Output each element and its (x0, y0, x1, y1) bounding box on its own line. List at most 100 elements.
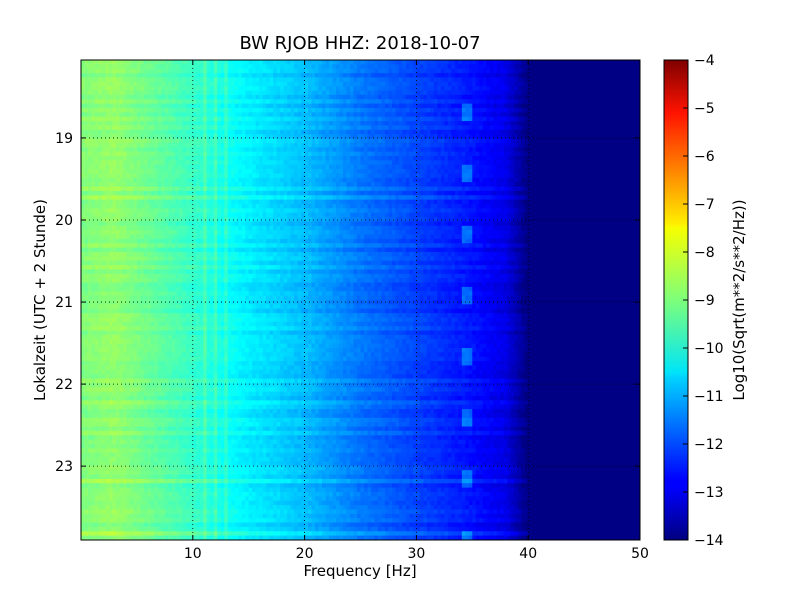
heatmap-cell (503, 147, 508, 153)
heatmap-cell (346, 134, 351, 140)
heatmap-cell (262, 186, 267, 192)
heatmap-cell (318, 147, 323, 153)
heatmap-cell (266, 60, 271, 65)
heatmap-cell (612, 164, 617, 170)
heatmap-cell (584, 68, 589, 74)
heatmap-cell (238, 173, 243, 179)
heatmap-cell (577, 68, 582, 74)
heatmap-cell (615, 90, 620, 96)
heatmap-cell (171, 169, 176, 175)
heatmap-cell (552, 112, 557, 118)
heatmap-cell (412, 116, 417, 122)
heatmap-cell (545, 116, 550, 122)
heatmap-cell (346, 156, 351, 161)
heatmap-cell (178, 151, 183, 157)
heatmap-cell (259, 173, 264, 179)
heatmap-cell (542, 108, 547, 113)
heatmap-cell (220, 160, 225, 166)
heatmap-cell (507, 147, 512, 153)
heatmap-cell (297, 103, 302, 109)
heatmap-cell (612, 160, 617, 166)
heatmap-cell (535, 169, 540, 175)
heatmap-cell (587, 116, 592, 122)
heatmap-cell (262, 103, 267, 109)
heatmap-cell (517, 99, 522, 105)
heatmap-cell (528, 164, 533, 170)
heatmap-cell (224, 129, 229, 135)
heatmap-cell (224, 94, 229, 100)
heatmap-cell (280, 125, 285, 131)
heatmap-cell (374, 125, 379, 131)
heatmap-cell (493, 90, 498, 96)
heatmap-cell (542, 142, 547, 148)
heatmap-cell (301, 147, 306, 153)
heatmap-cell (521, 121, 526, 127)
heatmap-cell (426, 177, 431, 183)
heatmap-cell (591, 68, 596, 74)
heatmap-cell (395, 94, 400, 100)
heatmap-cell (591, 73, 596, 79)
heatmap-cell (535, 142, 540, 148)
heatmap-cell (115, 60, 121, 65)
heatmap-cell (262, 177, 267, 183)
heatmap-cell (447, 94, 452, 100)
heatmap-cell (503, 73, 508, 79)
heatmap-cell (245, 81, 250, 87)
heatmap-cell (346, 73, 351, 79)
heatmap-cell (570, 129, 575, 135)
heatmap-cell (384, 64, 390, 70)
heatmap-cell (395, 99, 400, 105)
heatmap-cell (360, 112, 365, 118)
heatmap-cell (381, 81, 386, 87)
heatmap-cell (126, 173, 131, 179)
heatmap-cell (262, 160, 267, 166)
heatmap-cell (210, 81, 215, 87)
heatmap-cell (276, 182, 281, 188)
heatmap-cell (619, 142, 624, 148)
heatmap-cell (105, 142, 110, 148)
heatmap-cell (538, 86, 543, 92)
heatmap-cell (105, 94, 110, 100)
heatmap-cell (381, 138, 386, 144)
heatmap-cell (217, 116, 222, 122)
heatmap-cell (521, 160, 526, 166)
heatmap-cell (514, 68, 519, 74)
heatmap-cell (363, 151, 369, 157)
heatmap-cell (363, 94, 369, 100)
heatmap-cell (626, 108, 631, 113)
heatmap-cell (416, 173, 421, 179)
heatmap-cell (196, 190, 201, 196)
heatmap-cell (161, 182, 166, 188)
heatmap-cell (94, 108, 100, 113)
heatmap-cell (591, 182, 596, 188)
heatmap-cell (294, 99, 299, 105)
heatmap-cell (283, 142, 288, 148)
heatmap-cell (161, 108, 166, 113)
heatmap-cell (196, 134, 201, 140)
heatmap-cell (234, 103, 239, 109)
heatmap-cell (612, 99, 617, 105)
heatmap-cell (605, 169, 610, 175)
heatmap-cell (294, 125, 299, 131)
heatmap-cell (458, 186, 463, 192)
heatmap-cell (150, 112, 155, 118)
heatmap-cell (426, 103, 431, 109)
heatmap-cell (423, 116, 428, 122)
heatmap-cell (126, 103, 131, 109)
heatmap-cell (549, 169, 554, 175)
heatmap-cell (496, 160, 501, 166)
heatmap-cell (573, 99, 578, 105)
heatmap-cell (384, 164, 390, 170)
heatmap-cell (259, 103, 264, 109)
heatmap-cell (91, 60, 96, 65)
heatmap-cell (199, 125, 204, 131)
heatmap-cell (521, 103, 526, 109)
heatmap-cell (451, 64, 456, 70)
heatmap-cell (598, 60, 603, 65)
heatmap-cell (252, 81, 257, 87)
heatmap-cell (605, 125, 610, 131)
heatmap-cell (374, 112, 379, 118)
heatmap-cell (105, 86, 110, 92)
heatmap-cell (510, 160, 515, 166)
heatmap-cell (164, 64, 169, 70)
